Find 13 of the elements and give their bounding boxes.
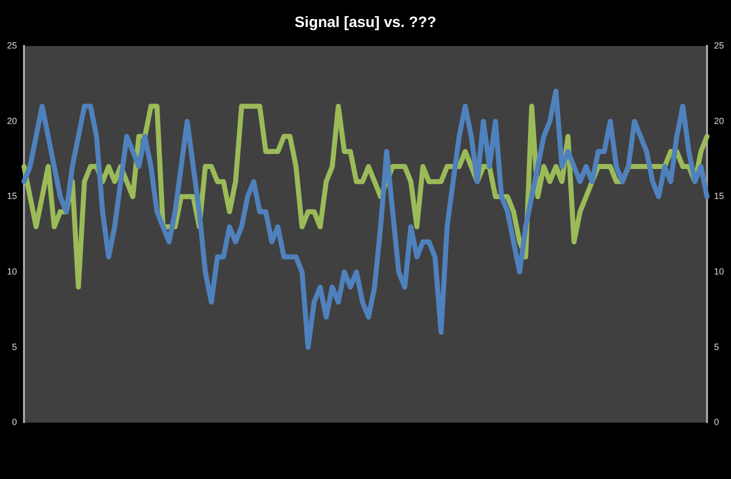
y2-tick-label: 15 [714,191,724,202]
y2-tick-label: 0 [714,417,720,428]
y-tick-label: 5 [12,342,18,352]
y-tick-label: 20 [6,116,18,126]
y2-tick-label: 25 [714,40,724,50]
y-tick-label: 10 [6,266,18,276]
chart-title: Signal [asu] vs. ??? [294,14,436,32]
y-tick-label: 25 [6,40,18,50]
y-tick-label: 0 [12,417,18,428]
y2-tick-label: 5 [714,342,720,352]
y2-tick-label: 10 [714,266,724,276]
y-tick-label: 15 [6,191,18,202]
y2-tick-label: 20 [714,116,724,126]
